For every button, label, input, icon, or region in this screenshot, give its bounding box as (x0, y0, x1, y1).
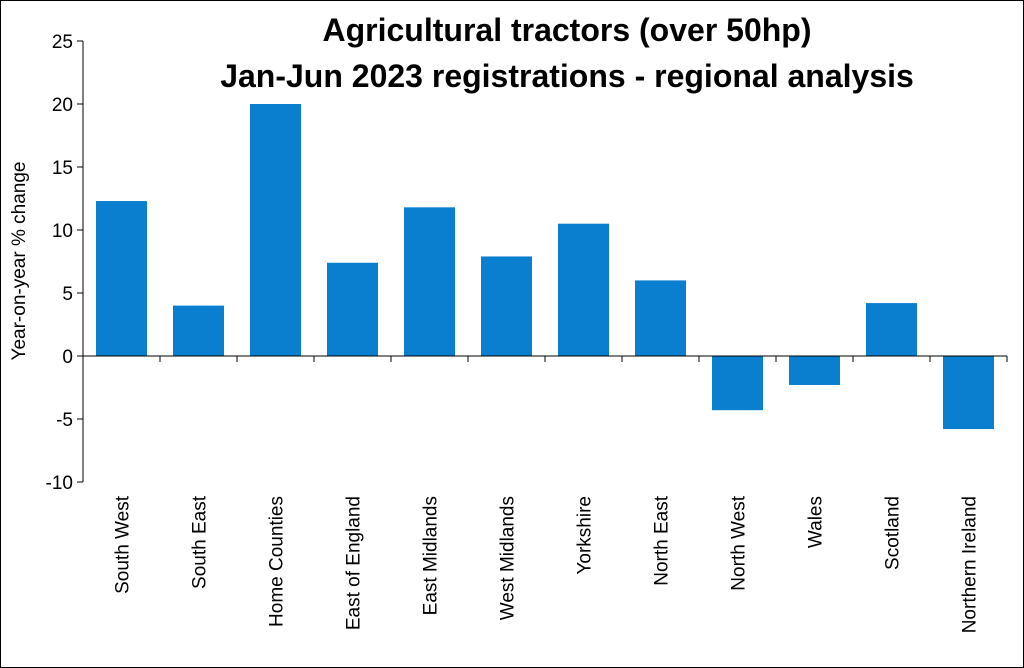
chart-title-line-1: Agricultural tractors (over 50hp) (323, 12, 812, 48)
axes-group (82, 41, 1008, 482)
x-category-label: West Midlands (498, 496, 519, 620)
bars-group (96, 104, 994, 430)
bar-south-east (173, 305, 224, 356)
x-category-label: Scotland (883, 496, 904, 570)
x-category-label: North East (652, 495, 673, 585)
bar-yorkshire (558, 223, 609, 356)
y-ticks-group: 25 20 15 10 5 0 -5 -10 (46, 32, 83, 494)
x-category-label: South East (190, 495, 211, 589)
bar-north-east (635, 280, 686, 356)
x-category-label: Home Counties (267, 496, 288, 627)
x-category-label: North West (729, 495, 750, 590)
bar-west-midlands (481, 256, 532, 356)
bar-home-counties (250, 104, 301, 356)
bar-wales (789, 356, 840, 385)
x-category-label: South West (113, 495, 134, 594)
y-tick-label: 0 (62, 347, 73, 368)
y-tick-label: -5 (56, 410, 73, 431)
bar-east-of-england (327, 262, 378, 356)
bar-northern-ireland (943, 356, 994, 430)
y-tick-label: 25 (52, 32, 73, 53)
x-category-label: Wales (806, 496, 827, 548)
x-category-label: East Midlands (421, 496, 442, 615)
x-category-label: Northern Ireland (960, 496, 981, 633)
x-labels-group: South West South East Home Counties East of… (113, 495, 981, 633)
bar-east-midlands (404, 207, 455, 356)
bar-scotland (866, 303, 917, 356)
x-category-label: Yorkshire (575, 496, 596, 575)
y-tick-label: 5 (62, 284, 73, 305)
bar-south-west (96, 201, 147, 356)
y-axis-title: Year-on-year % change (9, 162, 30, 361)
bar-north-west (712, 356, 763, 411)
chart-title-line-2: Jan-Jun 2023 registrations - regional an… (220, 58, 914, 94)
y-tick-label: 20 (52, 95, 73, 116)
y-tick-label: 15 (52, 158, 73, 179)
y-tick-label: -10 (46, 473, 73, 494)
y-tick-label: 10 (52, 221, 73, 242)
x-category-label: East of England (344, 496, 365, 630)
